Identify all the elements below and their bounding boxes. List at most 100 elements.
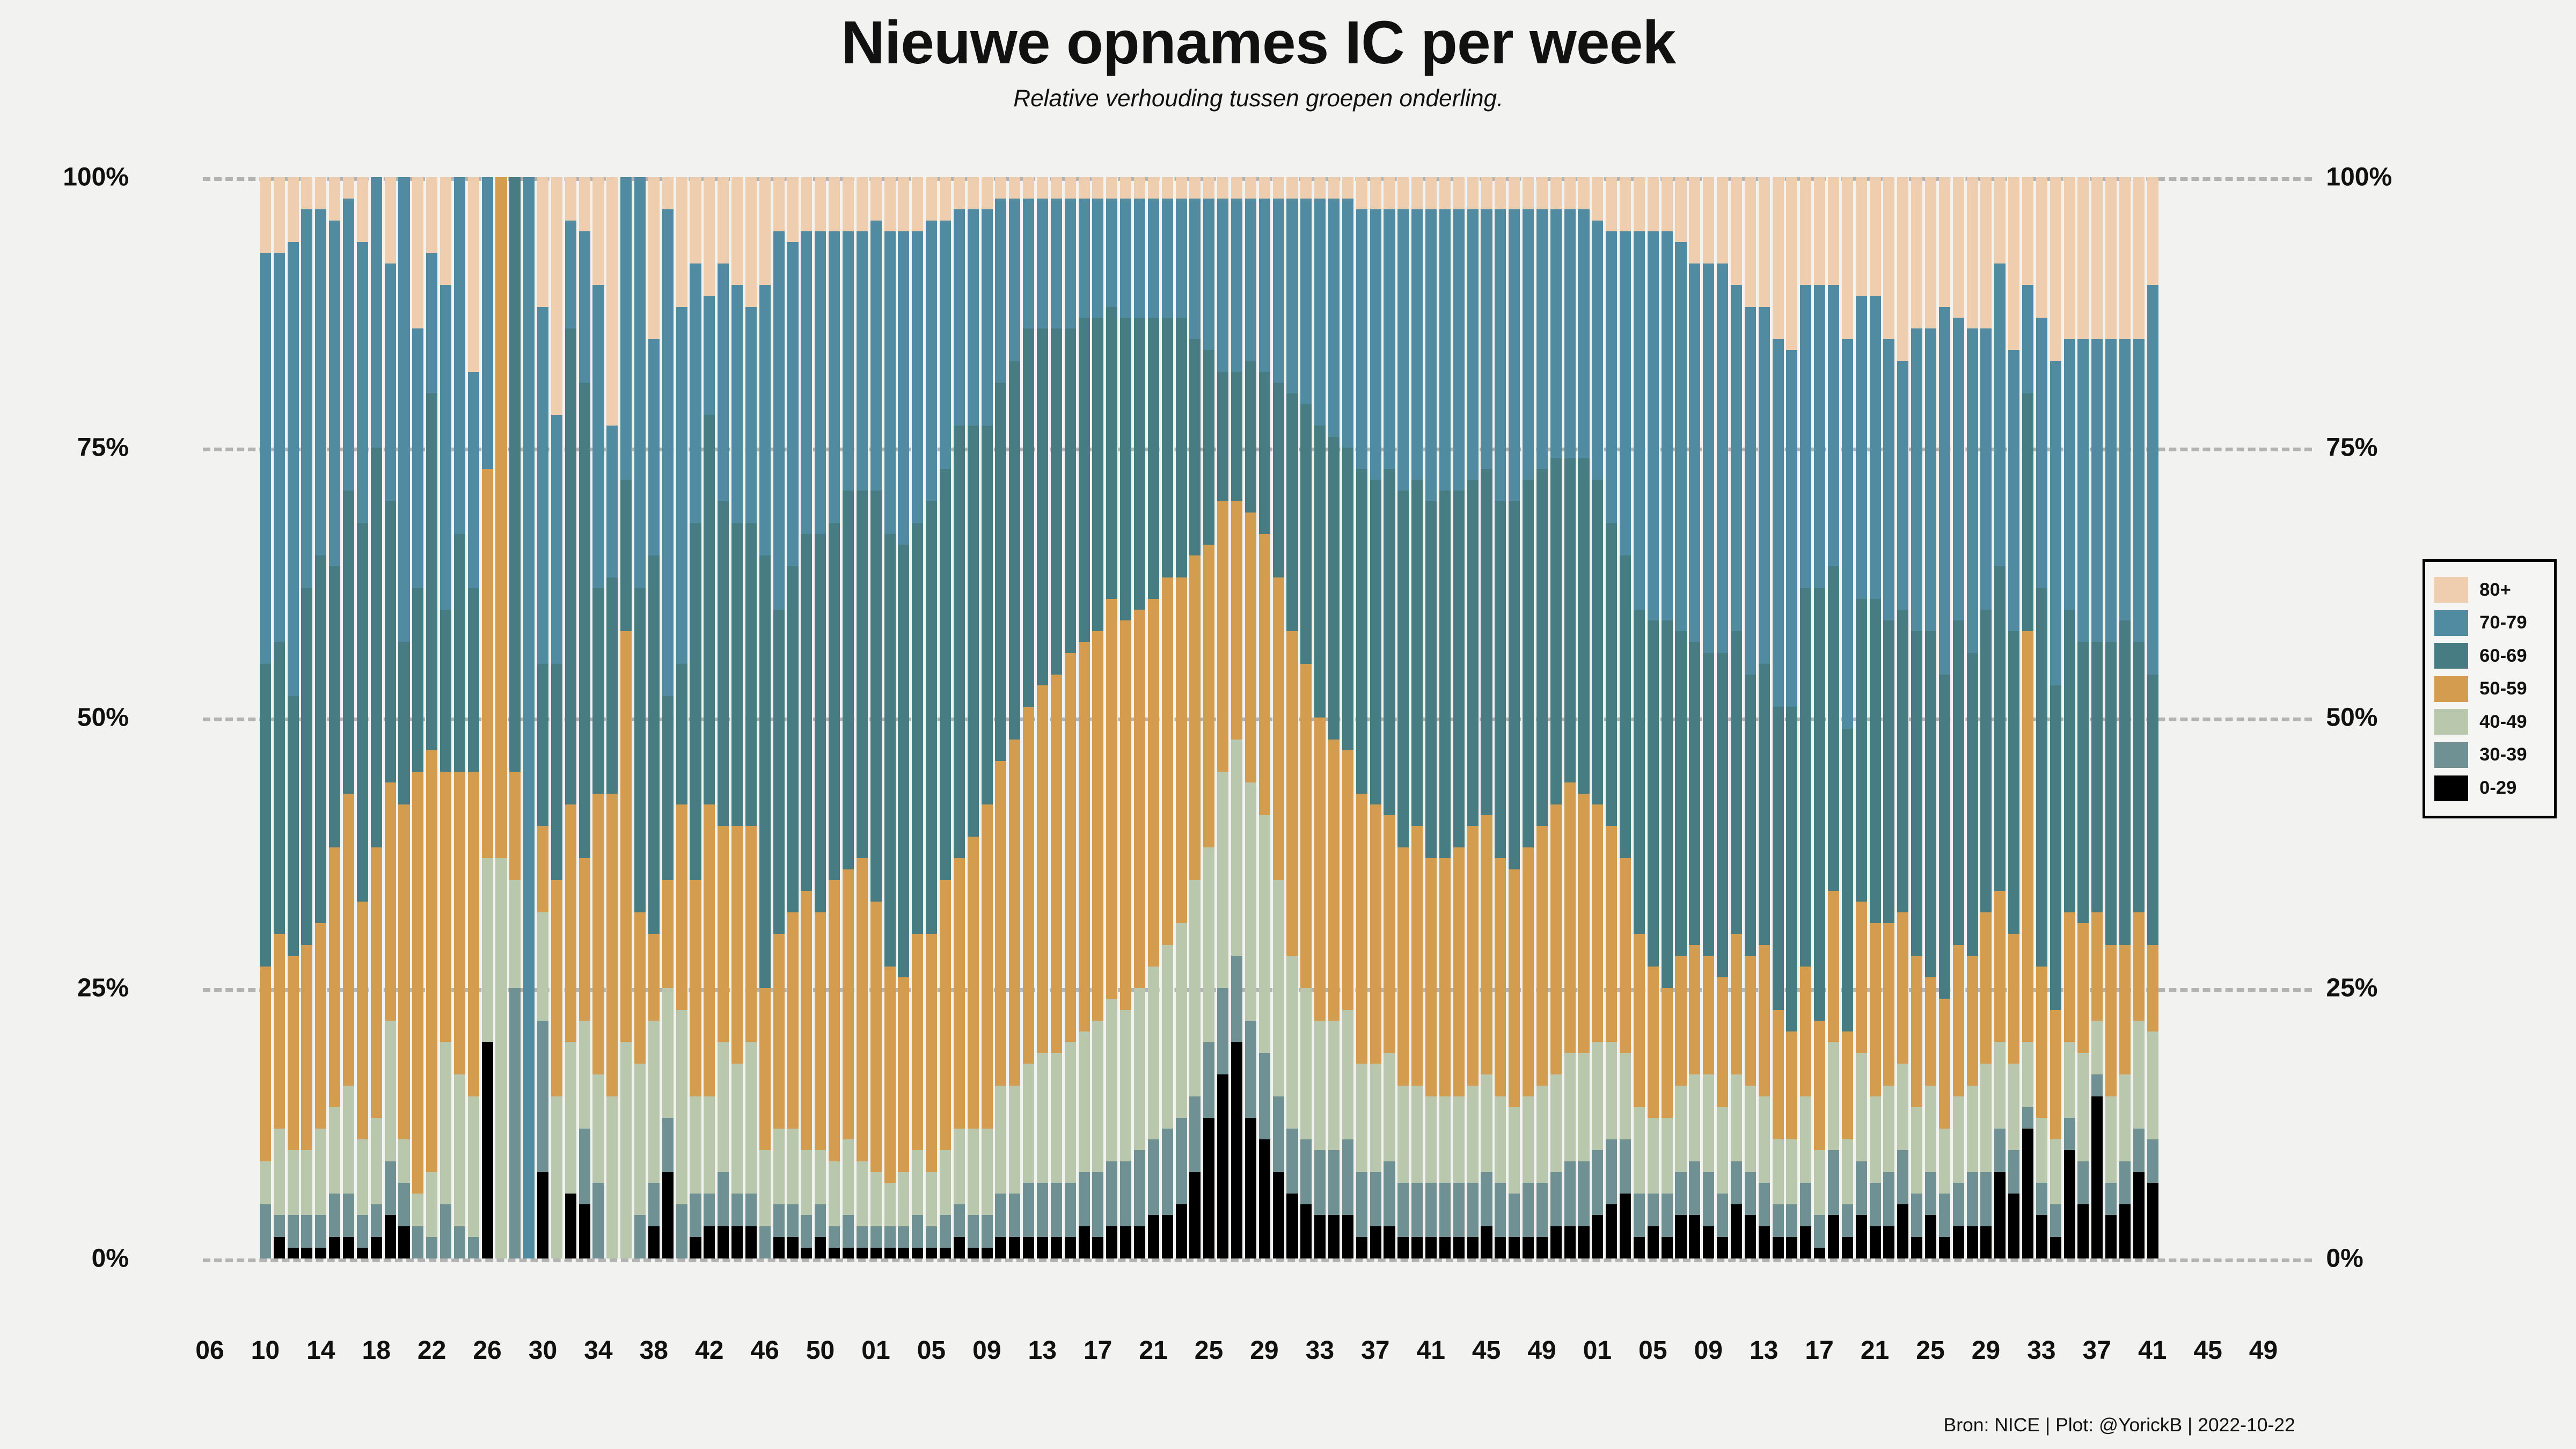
bar-segment-50-59 [1550, 804, 1562, 1075]
y-tick-label-left-25%: 25% [77, 974, 129, 1002]
bar-segment-60-69 [1800, 588, 1812, 967]
stacked-bar-week-27 [1231, 177, 1243, 1258]
stacked-bar-week-33 [1314, 177, 1326, 1258]
stacked-bar-week-22 [1161, 177, 1173, 1258]
gridline-25% [203, 988, 2312, 992]
bar-segment-60-69 [509, 177, 521, 772]
bar-segment-70-79 [426, 253, 438, 393]
bar-segment-0-29 [1147, 1215, 1159, 1258]
bar-segment-30-39 [2008, 1150, 2020, 1194]
stacked-bar-week-31 [1286, 177, 1298, 1258]
bar-segment-70-79 [731, 285, 743, 523]
bar-segment-50-59 [1078, 642, 1090, 1031]
legend-swatch-50-59 [2434, 676, 2468, 702]
bar-segment-50-59 [440, 772, 452, 1042]
bar-slot-05 [1646, 177, 1660, 1258]
stacked-bar-week-34 [2050, 177, 2061, 1258]
bar-segment-60-69 [1314, 426, 1326, 718]
bar-segment-30-39 [1342, 1139, 1353, 1216]
bar-segment-0-29 [1606, 1204, 1618, 1258]
bar-segment-60-69 [1495, 501, 1506, 859]
bar-segment-0-29 [287, 1247, 299, 1258]
bar-segment-60-69 [1675, 631, 1687, 956]
bar-segment-60-69 [1300, 404, 1312, 664]
stacked-bar-week-01 [1592, 177, 1604, 1258]
bar-segment-30-39 [1772, 1204, 1784, 1237]
bar-segment-80+ [1175, 177, 1187, 199]
bar-slot-03 [897, 177, 911, 1258]
bar-segment-0-29 [939, 1247, 952, 1258]
stacked-bar-week-50 [815, 177, 826, 1258]
bar-segment-60-69 [426, 393, 438, 750]
bar-segment-60-69 [1758, 663, 1770, 945]
bar-slot-48 [786, 177, 800, 1258]
bar-segment-50-59 [690, 880, 701, 1096]
bar-segment-30-39 [1509, 1194, 1520, 1237]
bar-slot-04 [1633, 177, 1646, 1258]
bar-segment-60-69 [912, 523, 924, 934]
x-tick-label-28-13: 13 [1750, 1336, 1779, 1365]
bar-segment-40-49 [315, 1129, 327, 1216]
x-tick-label-32-29: 29 [1971, 1336, 2001, 1365]
bar-segment-50-59 [551, 880, 562, 1096]
stacked-bar-week-43 [718, 177, 729, 1258]
bar-segment-0-29 [1647, 1226, 1659, 1258]
bar-segment-60-69 [2063, 609, 2075, 913]
legend-item-50-59: 50-59 [2434, 676, 2545, 702]
bar-segment-30-39 [759, 1226, 771, 1258]
stacked-bar-week-07 [1675, 177, 1687, 1258]
bar-segment-50-59 [356, 902, 368, 1140]
gridline-0% [203, 1258, 2312, 1262]
stacked-bar-week-45 [745, 177, 757, 1258]
bar-segment-40-49 [2022, 1042, 2034, 1107]
bar-segment-50-59 [1384, 815, 1395, 1053]
bar-segment-80+ [1689, 177, 1701, 264]
bar-segment-60-69 [967, 426, 979, 837]
bar-segment-80+ [939, 177, 952, 221]
bar-segment-40-49 [704, 1096, 715, 1194]
stacked-bar-week-02 [884, 177, 896, 1258]
bar-segment-0-29 [1397, 1236, 1409, 1258]
stacked-bar-week-31 [551, 177, 562, 1258]
stacked-bar-week-39 [2119, 177, 2131, 1258]
bar-segment-60-69 [2077, 642, 2089, 924]
empty-slot [245, 177, 259, 1258]
bar-slot-51 [1563, 177, 1577, 1258]
bar-segment-60-69 [1286, 393, 1298, 632]
bar-slot-19 [1840, 177, 1854, 1258]
bar-segment-70-79 [1827, 285, 1840, 567]
bar-segment-0-29 [1897, 1204, 1909, 1258]
bar-segment-30-39 [1855, 1161, 1867, 1216]
bar-segment-40-49 [731, 1064, 743, 1194]
bar-segment-50-59 [1467, 825, 1479, 1086]
bar-segment-0-29 [829, 1247, 840, 1258]
bar-segment-60-69 [1786, 707, 1798, 1031]
bar-segment-40-49 [1661, 1118, 1673, 1194]
x-tick-label-5-26: 26 [473, 1336, 502, 1365]
bar-segment-70-79 [1869, 296, 1881, 599]
bar-segment-30-39 [1620, 1139, 1631, 1194]
bar-slot-40 [1410, 177, 1424, 1258]
legend-item-0-29: 0-29 [2434, 775, 2545, 801]
bar-segment-40-49 [829, 1161, 840, 1226]
bar-slot-15 [1063, 177, 1077, 1258]
bar-segment-40-49 [1924, 1085, 1937, 1172]
bar-segment-50-59 [1952, 945, 1964, 1096]
bar-segment-80+ [2091, 177, 2103, 340]
bar-slot-41 [689, 177, 702, 1258]
bar-segment-70-79 [606, 426, 618, 577]
bar-segment-70-79 [1564, 209, 1576, 458]
bar-segment-60-69 [884, 533, 896, 967]
bar-slot-27 [1951, 177, 1965, 1258]
bar-segment-60-69 [1481, 469, 1492, 815]
bar-slot-31 [550, 177, 564, 1258]
stacked-bar-week-17 [1814, 177, 1826, 1258]
bar-segment-80+ [467, 177, 479, 372]
bar-segment-40-49 [1675, 1085, 1687, 1172]
legend-item-40-49: 40-49 [2434, 709, 2545, 735]
bar-slot-35 [605, 177, 619, 1258]
bar-segment-0-29 [537, 1172, 549, 1258]
bar-slot-37 [2090, 177, 2104, 1258]
bar-segment-0-29 [273, 1236, 285, 1258]
stacked-bar-week-36 [620, 177, 632, 1258]
